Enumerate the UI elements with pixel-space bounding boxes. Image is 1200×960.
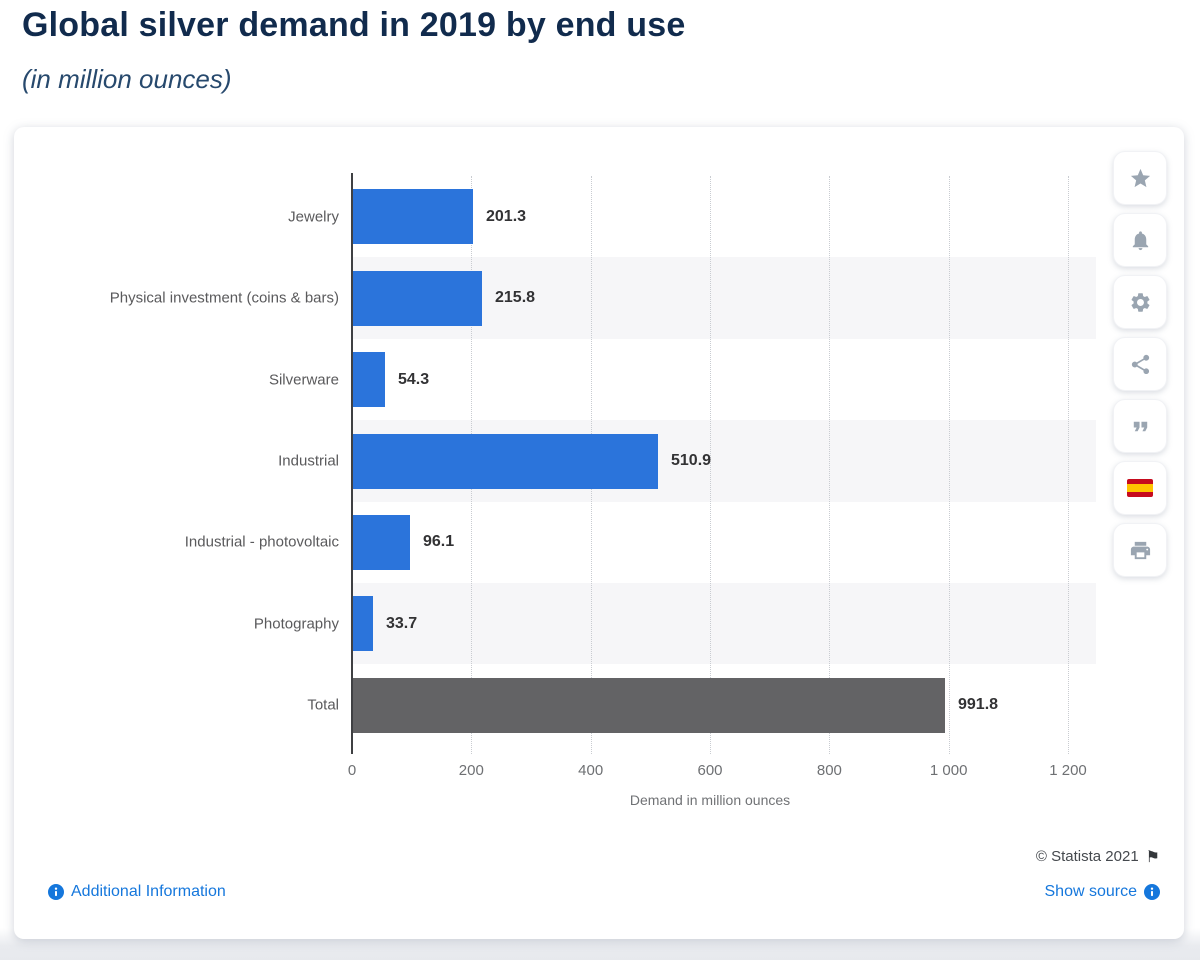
value-label: 54.3 <box>398 370 430 388</box>
bar[interactable] <box>353 433 658 489</box>
copyright-text: © Statista 2021 <box>1035 848 1139 865</box>
share-button[interactable] <box>1113 337 1167 391</box>
category-label: Industrial <box>278 452 339 470</box>
bell-icon <box>1132 230 1148 250</box>
chart-card: Jewelry 201.3 Physical investment (coins &… <box>14 127 1184 939</box>
show-source-label: Show source <box>1044 883 1138 900</box>
bar[interactable] <box>353 596 373 652</box>
category-label: Photography <box>253 615 339 633</box>
language-spanish-button[interactable] <box>1113 461 1167 515</box>
value-label: 510.9 <box>671 452 712 469</box>
category-label: Jewelry <box>288 208 339 226</box>
value-label: 33.7 <box>386 614 418 632</box>
x-tick-label: 0 <box>347 762 357 779</box>
page-title: Global silver demand in 2019 by end use <box>22 6 686 44</box>
bar[interactable] <box>353 514 410 570</box>
info-icon <box>48 884 64 900</box>
gridline <box>1068 176 1069 754</box>
printer-icon <box>1130 541 1150 559</box>
cite-button[interactable] <box>1113 399 1167 453</box>
page-subtitle: (in million ounces) <box>22 64 232 94</box>
gear-icon <box>1131 292 1149 312</box>
gridline <box>710 176 711 754</box>
value-label: 201.3 <box>486 207 527 225</box>
show-source-link[interactable]: Show source <box>1044 883 1160 901</box>
x-tick-label: 1 000 <box>929 762 968 779</box>
bar[interactable] <box>353 677 945 733</box>
gridline <box>829 176 831 754</box>
bar[interactable] <box>353 189 473 245</box>
info-icon <box>1144 884 1160 900</box>
favorite-button[interactable] <box>1113 151 1167 205</box>
gridline <box>948 176 950 754</box>
x-tick-label: 200 <box>458 762 484 779</box>
category-label: Total <box>307 696 339 714</box>
additional-information-label: Additional Information <box>71 883 226 900</box>
additional-information-link[interactable]: Additional Information <box>48 883 226 901</box>
value-label: 96.1 <box>423 533 455 551</box>
report-flag-icon[interactable]: ⚑ <box>1145 847 1160 866</box>
print-button[interactable] <box>1113 523 1167 577</box>
value-label: 215.8 <box>495 289 536 307</box>
y-axis-line <box>351 173 353 754</box>
x-tick-label: 1 200 <box>1049 762 1087 779</box>
category-label: Industrial - photovoltaic <box>184 533 339 551</box>
row-stripe <box>352 583 1096 665</box>
quote-icon <box>1133 421 1147 431</box>
value-label: 991.8 <box>958 696 999 714</box>
x-tick-label: 800 <box>816 762 842 779</box>
x-axis-title: Demand in million ounces <box>629 792 791 808</box>
category-label: Silverware <box>268 371 339 389</box>
chart: Jewelry 201.3 Physical investment (coins &… <box>14 127 1184 939</box>
share-icon <box>1131 354 1149 374</box>
bar[interactable] <box>353 270 482 326</box>
chart-toolbar <box>1113 151 1167 577</box>
bar[interactable] <box>353 352 385 408</box>
settings-button[interactable] <box>1113 275 1167 329</box>
category-label: Physical investment (coins & bars) <box>109 289 339 307</box>
notifications-button[interactable] <box>1113 213 1167 267</box>
star-icon <box>1130 168 1150 187</box>
copyright: © Statista 2021 ⚑ <box>1036 847 1160 866</box>
x-tick-label: 600 <box>697 762 723 779</box>
x-tick-label: 400 <box>578 762 604 779</box>
spain-flag-icon <box>1127 479 1153 497</box>
